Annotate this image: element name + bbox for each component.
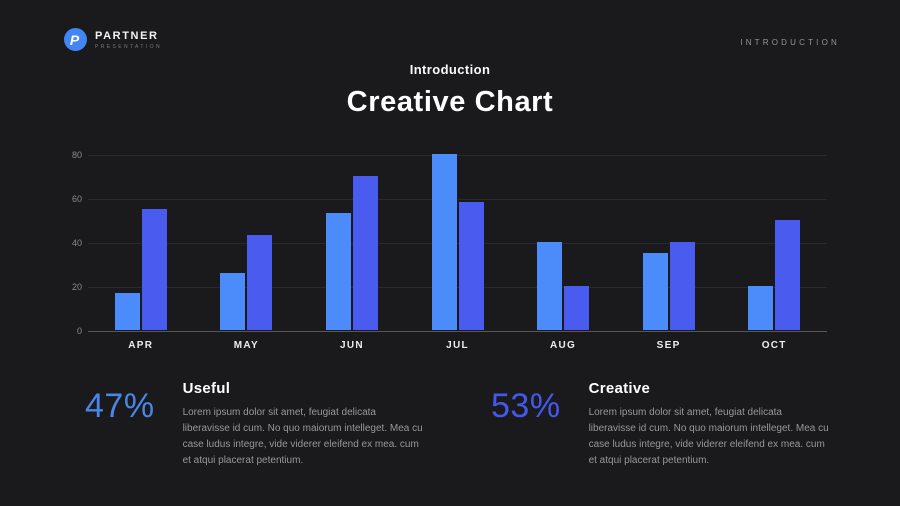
bar-group-oct: [748, 220, 801, 330]
logo: P PARTNER PRESENTATION: [64, 28, 162, 51]
section-label: INTRODUCTION: [740, 38, 840, 47]
gridline: [88, 199, 827, 200]
gridline: [88, 243, 827, 244]
bar-useful: [537, 242, 563, 330]
stat-percent: 47%: [85, 387, 155, 425]
x-axis-label: AUG: [550, 340, 577, 351]
bar-useful: [114, 292, 140, 330]
stat-title: Creative: [588, 380, 651, 397]
bar-chart: 0 20 40 60 80 APR MAY JUN JUL AUG SEP OCT: [71, 150, 827, 351]
y-axis-label: 40: [71, 238, 82, 248]
stat-title: Useful: [182, 380, 231, 397]
logo-title: PARTNER: [95, 29, 159, 42]
x-axis-label: JUN: [339, 340, 364, 351]
bar-useful: [642, 253, 668, 330]
logo-letter: P: [69, 31, 80, 48]
x-axis-label: APR: [128, 340, 154, 351]
bar-creative: [141, 209, 167, 330]
chart-plot: [88, 154, 827, 332]
y-axis-label: 20: [71, 282, 82, 292]
stat-description: Lorem ipsum dolor sit amet, feugiat deli…: [182, 407, 423, 466]
gridline: [88, 287, 827, 288]
bar-useful: [220, 272, 246, 330]
bar-group-jun: [325, 176, 378, 330]
stat-useful: 47% Useful Lorem ipsum dolor sit amet, f…: [85, 380, 425, 469]
bar-useful: [748, 286, 774, 330]
y-axis-label: 0: [76, 326, 82, 336]
x-axis-label: OCT: [761, 340, 787, 351]
x-axis-label: MAY: [233, 340, 259, 351]
bar-creative: [247, 235, 273, 330]
bar-group-may: [220, 235, 273, 330]
x-axis-label: SEP: [656, 340, 681, 351]
bar-creative: [564, 286, 590, 330]
bar-useful: [431, 154, 457, 330]
x-axis-line: [88, 331, 827, 332]
bar-creative: [352, 176, 378, 330]
y-axis-label: 80: [71, 150, 82, 160]
bar-group-jul: [431, 154, 484, 330]
title-block: Introduction Creative Chart: [0, 62, 900, 119]
bar-creative: [458, 202, 484, 330]
gridline: [88, 155, 827, 156]
slide-kicker: Introduction: [409, 62, 491, 77]
stat-description: Lorem ipsum dolor sit amet, feugiat deli…: [588, 407, 829, 466]
bar-group-apr: [114, 209, 167, 330]
bar-group-aug: [537, 242, 590, 330]
slide-title: Creative Chart: [346, 86, 554, 118]
bar-useful: [325, 213, 351, 330]
logo-subtitle: PRESENTATION: [95, 43, 162, 50]
partner-logo-icon: P: [64, 28, 87, 51]
stat-percent: 53%: [491, 387, 561, 425]
y-axis-label: 60: [71, 194, 82, 204]
bar-creative: [775, 220, 801, 330]
bar-group-sep: [642, 242, 695, 330]
stat-creative: 53% Creative Lorem ipsum dolor sit amet,…: [491, 380, 831, 469]
x-axis-label: JUL: [446, 340, 469, 351]
bar-creative: [669, 242, 695, 330]
